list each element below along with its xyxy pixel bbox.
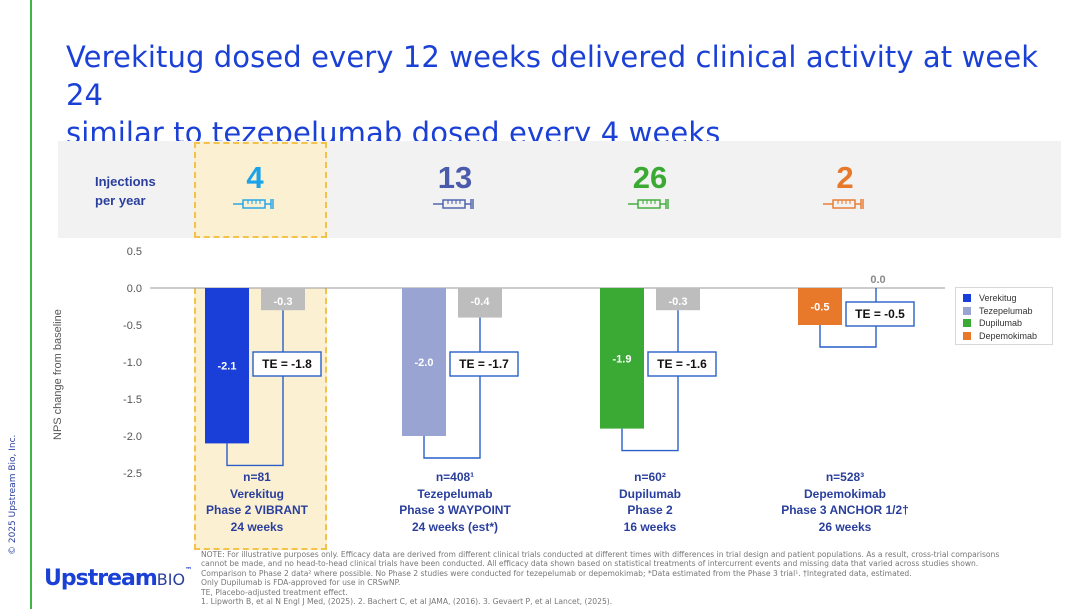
y-tick-label: -2.0 (123, 431, 142, 443)
company-logo: UpstreamBIO™ (44, 566, 192, 591)
footnote-line: 1. Lipworth B, et al N Engl J Med, (2025… (201, 597, 613, 607)
syringe-icon (233, 199, 274, 209)
category-line: n=528³ (825, 470, 865, 484)
y-tick-label: -1.5 (123, 394, 142, 406)
te-box (845, 301, 915, 327)
category-line: n=408¹ (435, 470, 475, 484)
category-line: Phase 2 (627, 503, 673, 517)
te-label: TE = -0.5 (855, 307, 905, 321)
te-box (449, 351, 519, 377)
te-bracket (621, 310, 679, 452)
bar-placebo-verekitug (261, 288, 305, 311)
injections-count-1: 13 (437, 160, 473, 195)
bar-placebo-tezepelumab (458, 288, 502, 318)
legend-swatch (963, 294, 971, 302)
verekitug-highlight-top (194, 142, 327, 238)
legend-swatch (963, 331, 971, 340)
category-line: n=81 (243, 470, 271, 484)
category-label-tezepelumab: n=408¹ Tezepelumab Phase 3 WAYPOINT 24 week… (365, 469, 545, 535)
active-value-label: -0.5 (811, 302, 830, 314)
y-tick-label: -1.0 (123, 357, 142, 369)
bar-active-verekitug (205, 288, 249, 444)
injections-label: Injections per year (95, 174, 156, 208)
te-label: TE = -1.6 (657, 357, 707, 371)
y-axis-title: NPS change from baseline (52, 309, 64, 440)
category-line: Depemokimab (803, 486, 887, 501)
legend-item-dupilumab: Dupilumab (963, 318, 1022, 328)
legend-item-depemokimab: Depemokimab (963, 331, 1037, 341)
footnote-line: Only Dupilumab is FDA-approved for use i… (201, 578, 401, 588)
y-tick-label: -0.5 (123, 320, 142, 332)
y-tick-label: -2.5 (123, 468, 142, 480)
title-line-1: Verekitug dosed every 12 weeks delivered… (66, 40, 1039, 112)
active-value-label: -2.1 (218, 361, 237, 373)
y-tick-label: 0.5 (127, 246, 142, 258)
legend-item-tezepelumab: Tezepelumab (963, 306, 1033, 316)
legend-label: Tezepelumab (979, 305, 1033, 316)
syringe-icon (823, 199, 864, 209)
injections-count-2: 26 (632, 160, 668, 195)
active-value-label: -1.9 (613, 353, 632, 365)
category-label-dupilumab: n=60² Dupilumab Phase 2 16 weeks (560, 469, 740, 535)
bar-active-depemokimab (798, 288, 842, 325)
te-box (252, 351, 322, 377)
te-label: TE = -1.7 (459, 357, 509, 371)
legend-item-verekitug: Verekitug (963, 293, 1017, 303)
category-line: Phase 3 WAYPOINT (399, 503, 511, 517)
category-line: Verekitug (229, 486, 285, 501)
legend-swatch (963, 306, 971, 315)
category-line: Tezepelumab (417, 486, 493, 501)
injections-count-3: 2 (836, 160, 854, 195)
bar-active-dupilumab (600, 288, 644, 429)
footnote-line: NOTE: For illustrative purposes only. Ef… (201, 550, 1000, 559)
category-line: 16 weeks (623, 519, 677, 534)
side-accent-line (30, 0, 32, 609)
category-line: 24 weeks (230, 519, 284, 534)
placebo-value-label: -0.4 (471, 296, 491, 308)
footnote-line: cannot be made, and no head-to-head clin… (201, 559, 979, 569)
placebo-value-label: -0.3 (669, 296, 688, 308)
category-label-depemokimab: n=528³ Depemokimab Phase 3 ANCHOR 1/2† 26 w… (755, 469, 935, 535)
active-value-label: -2.0 (415, 357, 434, 369)
category-line: Phase 2 VIBRANT (205, 503, 309, 517)
footnotes: NOTE: For illustrative purposes only. Ef… (201, 550, 1041, 606)
category-line: Dupilumab (619, 486, 681, 501)
category-label-verekitug: n=81 Verekitug Phase 2 VIBRANT 24 weeks (167, 469, 347, 535)
syringe-icon (628, 199, 669, 209)
te-box (647, 351, 717, 377)
legend-label: Dupilumab (979, 318, 1023, 328)
syringe-icon (433, 199, 474, 209)
category-line: Phase 3 ANCHOR 1/2† (781, 503, 909, 517)
category-line: n=60² (634, 470, 666, 484)
injections-count-0: 4 (246, 160, 264, 195)
legend-label: Verekitug (979, 293, 1017, 303)
bar-placebo-dupilumab (656, 288, 700, 311)
legend: Verekitug Tezepelumab Dupilumab Depemokimab (955, 287, 1053, 345)
footnote-line: Comparison to Phase 2 data² where possib… (201, 568, 912, 578)
te-label: TE = -1.8 (262, 357, 312, 371)
y-tick-label: 0.0 (127, 283, 142, 295)
legend-swatch (963, 319, 971, 327)
footnote-line: TE, Placebo-adjusted treatment effect. (201, 587, 348, 597)
placebo-value-label: 0.0 (870, 274, 885, 286)
te-bracket (423, 317, 481, 459)
category-line: 26 weeks (818, 519, 872, 534)
category-line: 24 weeks (est*) (411, 519, 499, 534)
bar-active-tezepelumab (402, 288, 446, 436)
te-bracket (226, 310, 284, 467)
slide-title: Verekitug dosed every 12 weeks delivered… (66, 38, 1076, 152)
legend-label: Depemokimab (979, 330, 1038, 341)
placebo-value-label: -0.3 (274, 296, 293, 308)
